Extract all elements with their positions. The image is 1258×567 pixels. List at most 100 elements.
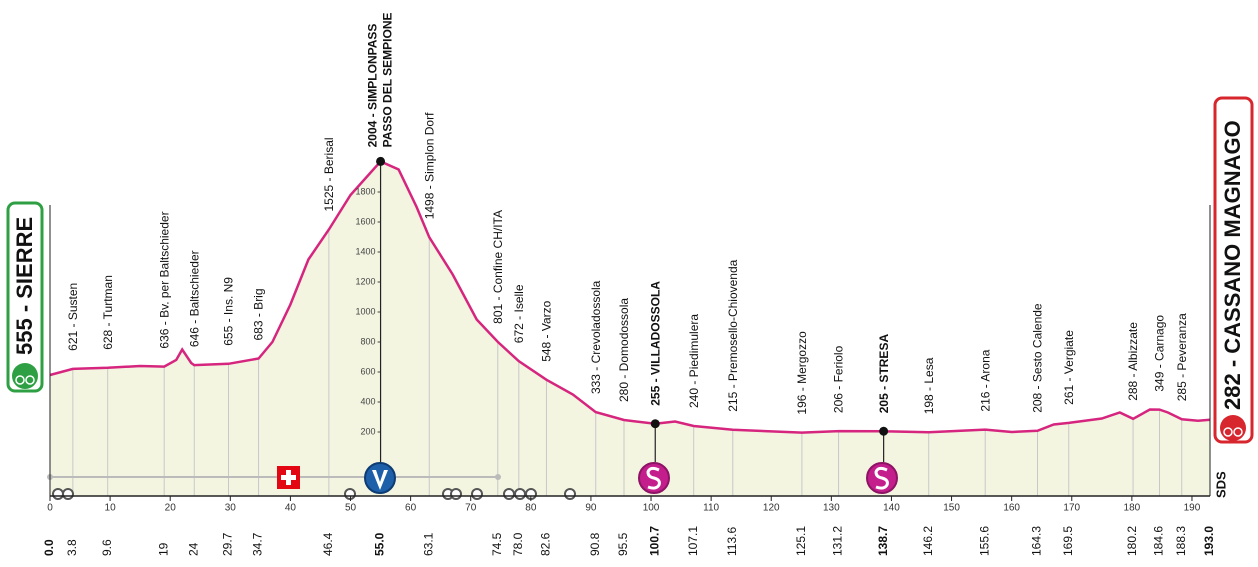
waypoint-label: 1498 - Simplon Dorf: [422, 112, 436, 219]
waypoint-label: 636 - Bv. per Baltschieder: [157, 211, 171, 348]
section-end: [495, 474, 501, 480]
km-label: 188.3: [1174, 526, 1188, 556]
x-tick-label: 20: [165, 503, 177, 514]
y-tick-label: 400: [361, 396, 376, 406]
km-label: 19: [156, 542, 170, 556]
key-point-dot: [376, 156, 386, 166]
y-tick-label: 1200: [356, 276, 376, 286]
x-tick-label: 60: [405, 503, 417, 514]
km-label: 113.6: [725, 527, 739, 556]
waypoint-label: 672 - Iselle: [512, 284, 526, 343]
x-tick-label: 50: [345, 503, 357, 514]
x-tick-label: 180: [1124, 503, 1141, 514]
x-tick-label: 30: [225, 503, 237, 514]
x-tick-label: 90: [585, 503, 597, 514]
km-label: 107.1: [686, 526, 700, 556]
x-tick-label: 140: [883, 503, 900, 514]
km-label: 78.0: [511, 532, 525, 556]
key-point-dot: [879, 426, 889, 436]
x-tick-label: 100: [643, 503, 660, 514]
x-tick-label: 190: [1184, 503, 1201, 514]
x-tick-label: 130: [823, 503, 840, 514]
start-badge: 555 - SIERRE: [6, 201, 44, 393]
sprint-icon: [866, 462, 898, 494]
profile-area: [50, 161, 1210, 496]
logo: SDS: [1213, 471, 1228, 498]
y-tick-label: 800: [361, 336, 376, 346]
waypoint-label: 261 - Vergiate: [1062, 330, 1076, 405]
km-label: 55.0: [373, 532, 387, 556]
km-label: 125.1: [794, 526, 808, 556]
y-tick-label: 600: [361, 366, 376, 376]
x-tick-label: 70: [465, 503, 477, 514]
finish-label: 282 - CASSANO MAGNAGO: [1220, 120, 1245, 410]
km-label: 180.2: [1125, 526, 1139, 556]
km-label: 164.3: [1030, 526, 1044, 556]
profile-line: [49, 159, 1211, 434]
start-label: 555 - SIERRE: [12, 217, 37, 355]
waypoint-label: 208 - Sesto Calende: [1031, 303, 1045, 413]
waypoint-label: 196 - Mergozzo: [795, 331, 809, 415]
profile-layer: [50, 161, 1210, 496]
km-label: 74.5: [490, 532, 504, 556]
km-label: 193.0: [1202, 526, 1216, 556]
km-label: 34.7: [251, 532, 265, 556]
km-label: 131.2: [831, 526, 845, 556]
x-tick-label: 0: [47, 503, 53, 514]
km-label: 95.5: [616, 532, 630, 556]
km-label: 29.7: [221, 532, 235, 556]
waypoint-label: 646 - Baltschieder: [187, 250, 201, 347]
km-label: 169.5: [1061, 526, 1075, 556]
km-label: 63.1: [421, 532, 435, 556]
km-label: 138.7: [876, 526, 890, 556]
waypoint-label: 621 - Susten: [66, 283, 80, 351]
waypoint-label: 240 - Piedimulera: [687, 314, 701, 408]
waypoint-label: 205 - STRESA: [877, 334, 891, 414]
waypoint-label: 1525 - Berisal: [322, 137, 336, 211]
waypoint-label: 333 - Crevoladossola: [589, 280, 603, 394]
y-tick-label: 1400: [356, 246, 376, 256]
waypoint-label: 216 - Arona: [978, 349, 992, 411]
km-label: 146.2: [921, 526, 935, 556]
y-tick-label: 200: [361, 426, 376, 436]
km-label: 100.7: [647, 526, 661, 556]
waypoint-label: 206 - Feriolo: [832, 345, 846, 413]
km-label: 90.8: [588, 532, 602, 556]
key-point-dot: [650, 419, 660, 429]
km-label: 24: [186, 542, 200, 556]
climb-icon: [364, 462, 396, 494]
waypoint-label: 198 - Lesa: [922, 357, 936, 414]
y-tick-label: 1000: [356, 306, 376, 316]
y-tick-label: 1800: [356, 186, 376, 196]
km-label: 155.6: [977, 526, 991, 556]
x-tick-label: 110: [703, 503, 719, 514]
swiss-flag-icon: [277, 466, 300, 489]
km-label: 184.6: [1152, 526, 1166, 556]
waypoint-label: 280 - Domodossola: [617, 298, 631, 402]
waypoint-label: 285 - Peveranza: [1175, 313, 1189, 401]
x-tick-label: 150: [943, 503, 960, 514]
x-tick-label: 160: [1003, 503, 1020, 514]
waypoint-label: 548 - Varzo: [540, 300, 554, 361]
waypoint-label: 628 - Turtman: [101, 275, 115, 350]
finish-badge: 282 - CASSANO MAGNAGO: [1213, 96, 1254, 444]
x-tick-label: 40: [285, 503, 297, 514]
waypoint-label: 255 - VILLADOSSOLA: [648, 281, 662, 406]
waypoint-label: PASSO DEL SEMPIONE: [381, 12, 395, 147]
waypoint-label: 288 - Albizzate: [1126, 322, 1140, 401]
x-tick-label: 10: [105, 503, 117, 514]
km-label: 3.8: [65, 539, 79, 556]
waypoint-label: 2004 - SIMPLONPASS: [366, 24, 380, 148]
km-label: 46.4: [321, 532, 335, 556]
y-tick-label: 1600: [356, 216, 376, 226]
km-label: 0.0: [42, 539, 56, 556]
sprint-icon: [638, 462, 670, 494]
waypoint-label: 683 - Brig: [252, 288, 266, 340]
waypoint-label: 349 - Carnago: [1153, 315, 1167, 392]
waypoint-label: 215 - Premosello-Chiovenda: [726, 259, 740, 411]
x-tick-label: 120: [763, 503, 780, 514]
waypoint-label: 655 - Ins. N9: [222, 277, 236, 346]
km-label: 9.6: [100, 539, 114, 556]
x-tick-label: 170: [1063, 503, 1080, 514]
